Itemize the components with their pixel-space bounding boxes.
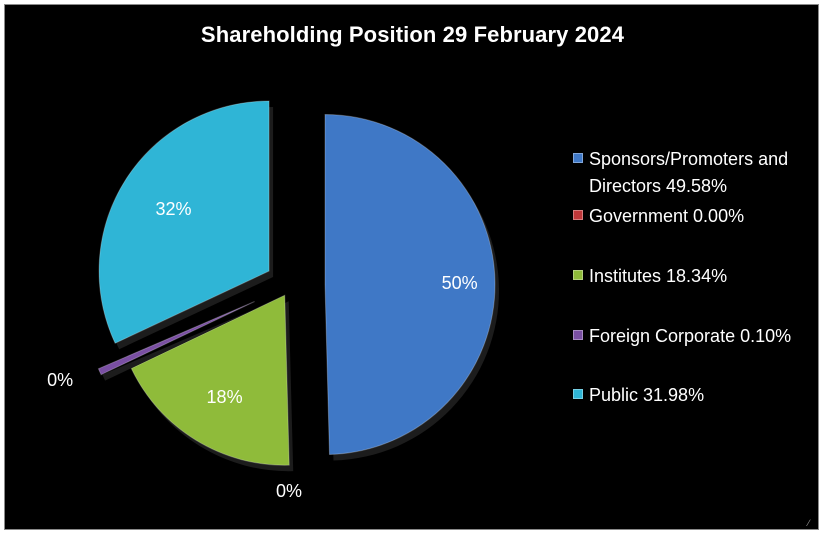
legend-swatch-institutes	[573, 270, 583, 280]
pie-chart	[97, 100, 499, 472]
legend-item-sponsors: Sponsors/Promoters and Directors 49.58%	[573, 146, 818, 200]
legend: Sponsors/Promoters and Directors 49.58% …	[573, 5, 818, 531]
legend-swatch-foreign-corporate	[573, 330, 583, 340]
legend-label-public: Public 31.98%	[589, 385, 705, 405]
data-label-public: 32%	[155, 199, 192, 220]
pie-slice-public	[98, 100, 270, 344]
legend-item-institutes: Institutes 18.34%	[573, 263, 818, 290]
legend-label-foreign-corporate: Foreign Corporate 0.10%	[589, 326, 792, 346]
legend-label-government: Government 0.00%	[589, 206, 745, 226]
pie-slice-shadow-foreign-corporate	[102, 307, 259, 381]
data-label-sponsors: 50%	[441, 272, 478, 293]
data-label-foreign-corporate: 0%	[47, 370, 74, 391]
legend-label-institutes: Institutes 18.34%	[589, 266, 728, 286]
legend-swatch-government	[573, 210, 583, 220]
data-label-government: 0%	[276, 481, 303, 501]
legend-swatch-public	[573, 389, 583, 399]
pie-slice-sponsors	[324, 114, 496, 456]
chart-title: Shareholding Position 29 February 2024	[200, 22, 625, 47]
data-label-institutes: 18%	[206, 386, 243, 407]
legend-label-sponsors: Sponsors/Promoters and Directors 49.58%	[589, 149, 789, 196]
legend-item-foreign-corporate: Foreign Corporate 0.10%	[573, 323, 818, 350]
pie-slice-foreign-corporate	[97, 301, 255, 376]
legend-item-government: Government 0.00%	[573, 203, 818, 230]
pie-slice-institutes	[130, 294, 290, 466]
legend-item-public: Public 31.98%	[573, 382, 818, 409]
legend-swatch-sponsors	[573, 153, 583, 163]
chart-frame: Shareholding Position 29 February 2024 5…	[4, 4, 819, 530]
resize-corner-icon: ⁄	[808, 518, 810, 528]
